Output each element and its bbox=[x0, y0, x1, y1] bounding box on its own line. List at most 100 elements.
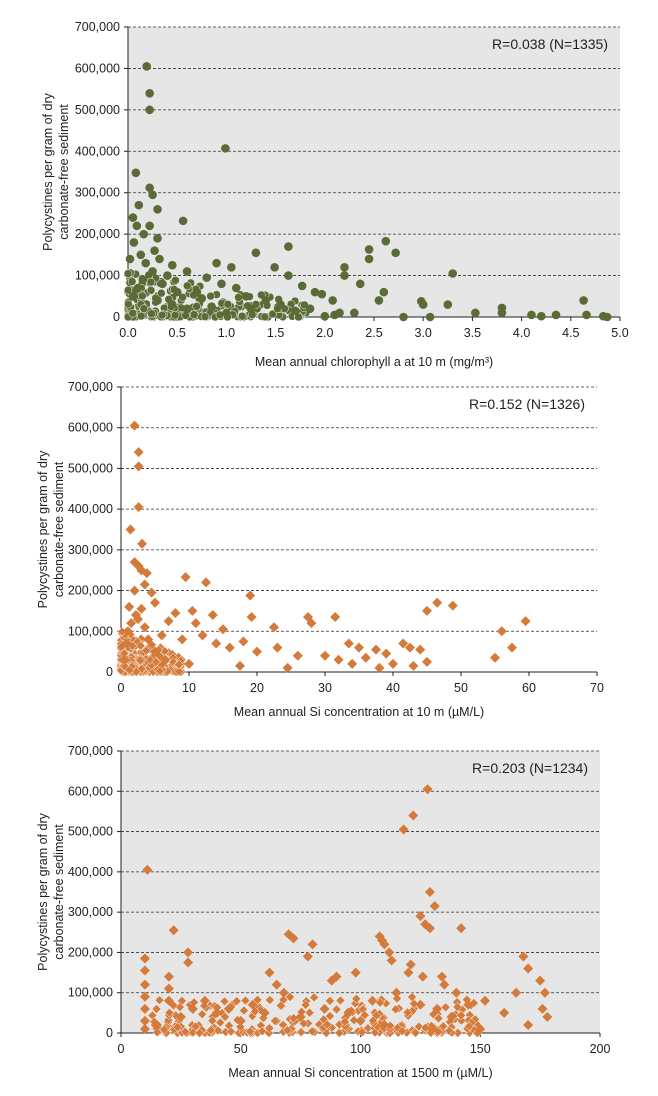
data-point bbox=[410, 1027, 421, 1038]
data-point bbox=[415, 999, 426, 1010]
data-point bbox=[391, 987, 402, 998]
data-point bbox=[257, 1026, 268, 1037]
data-point bbox=[182, 281, 192, 291]
data-point bbox=[480, 995, 491, 1006]
data-point bbox=[354, 642, 364, 653]
x-tick-label: 1.0 bbox=[218, 326, 235, 340]
data-point bbox=[443, 300, 453, 309]
data-point bbox=[535, 975, 546, 986]
data-point bbox=[582, 310, 591, 320]
data-point bbox=[207, 302, 216, 311]
data-point bbox=[537, 1003, 548, 1014]
data-point bbox=[328, 296, 337, 305]
x-tick-label: 0 bbox=[118, 1042, 125, 1056]
data-point bbox=[520, 616, 531, 627]
data-point bbox=[408, 810, 419, 821]
y-axis-label: Polycystines per gram of dry carbonate-fr… bbox=[41, 92, 71, 250]
data-point bbox=[579, 296, 588, 305]
y-tick-label: 100,000 bbox=[68, 624, 113, 638]
y-tick-label: 600,000 bbox=[68, 421, 113, 435]
data-point bbox=[207, 1015, 218, 1026]
y-tick-label: 0 bbox=[106, 1026, 113, 1040]
data-point bbox=[171, 276, 180, 285]
data-point bbox=[157, 288, 166, 298]
data-point bbox=[386, 955, 397, 966]
data-point bbox=[177, 634, 188, 645]
data-point bbox=[399, 312, 408, 322]
data-points bbox=[139, 784, 553, 1034]
data-point bbox=[177, 995, 187, 1006]
data-point bbox=[184, 658, 194, 669]
data-point bbox=[170, 607, 181, 618]
data-point bbox=[405, 642, 415, 653]
x-tick-label: 0.0 bbox=[119, 326, 136, 340]
data-point bbox=[125, 254, 135, 264]
data-point bbox=[155, 666, 165, 676]
y-tick-label: 100,000 bbox=[75, 269, 120, 283]
data-point bbox=[325, 1011, 335, 1021]
data-point bbox=[206, 291, 215, 301]
data-point bbox=[167, 300, 177, 309]
data-point bbox=[174, 659, 184, 670]
data-point bbox=[172, 1022, 183, 1032]
data-point bbox=[227, 262, 236, 272]
data-point bbox=[374, 662, 385, 673]
data-point bbox=[160, 654, 171, 665]
data-point bbox=[297, 281, 307, 291]
data-point bbox=[325, 995, 335, 1006]
data-point bbox=[360, 652, 371, 663]
data-point bbox=[175, 1011, 186, 1022]
data-point bbox=[163, 971, 174, 982]
data-point bbox=[319, 1003, 330, 1014]
stat-annotation: R=0.203 (N=1234) bbox=[472, 760, 588, 776]
data-point bbox=[133, 461, 144, 472]
data-point bbox=[135, 640, 146, 651]
data-point bbox=[139, 622, 150, 633]
data-point bbox=[284, 271, 293, 280]
data-point bbox=[139, 991, 150, 1002]
data-point bbox=[146, 286, 156, 295]
x-axis-label: Mean annual Si concentration at 10 m (µM… bbox=[234, 705, 484, 719]
data-point bbox=[156, 630, 167, 641]
data-point bbox=[497, 308, 507, 318]
data-point bbox=[146, 587, 157, 598]
data-point bbox=[343, 1007, 354, 1018]
data-point bbox=[136, 603, 147, 614]
data-point bbox=[137, 538, 148, 549]
data-point bbox=[218, 624, 228, 635]
data-point bbox=[333, 654, 344, 665]
data-point bbox=[145, 88, 154, 98]
data-point bbox=[153, 204, 162, 214]
data-point bbox=[420, 1022, 431, 1033]
x-axis-label: Mean annual chlorophyll a at 10 m (mg/m³… bbox=[255, 355, 493, 369]
data-point bbox=[148, 267, 157, 276]
data-point bbox=[154, 995, 165, 1006]
data-point bbox=[141, 258, 151, 268]
data-point bbox=[490, 652, 500, 663]
data-point bbox=[183, 947, 194, 958]
data-point bbox=[226, 1026, 236, 1037]
data-point bbox=[381, 236, 391, 246]
data-point bbox=[368, 1015, 378, 1026]
data-point bbox=[247, 999, 258, 1010]
data-point bbox=[307, 1026, 317, 1037]
data-point bbox=[276, 300, 285, 309]
data-point bbox=[309, 992, 319, 1003]
data-point bbox=[139, 579, 150, 590]
x-tick-label: 60 bbox=[522, 681, 536, 695]
data-point bbox=[168, 925, 179, 936]
data-point bbox=[234, 293, 243, 302]
data-point bbox=[138, 291, 147, 301]
y-tick-label: 500,000 bbox=[68, 825, 113, 839]
x-tick-label: 200 bbox=[590, 1042, 611, 1056]
data-point bbox=[272, 642, 283, 653]
data-point bbox=[159, 1024, 170, 1035]
data-point bbox=[202, 273, 212, 282]
data-point bbox=[433, 1013, 444, 1024]
data-point bbox=[415, 911, 426, 922]
data-point bbox=[438, 1021, 449, 1032]
data-point bbox=[335, 995, 346, 1006]
data-point bbox=[207, 610, 218, 620]
data-point bbox=[448, 269, 458, 278]
